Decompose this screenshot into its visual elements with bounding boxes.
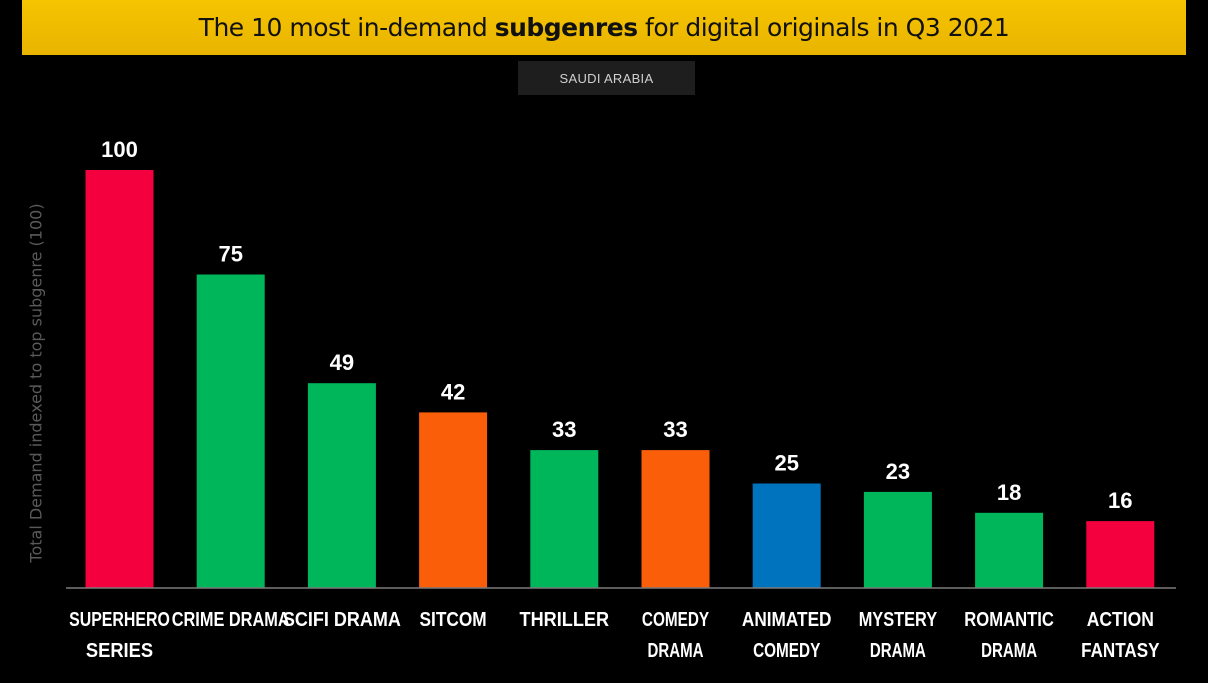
title-bar: The 10 most in-demand subgenres for digi… (22, 0, 1186, 55)
bar-value-label: 42 (441, 379, 465, 404)
title-bold-word: subgenres (494, 13, 638, 42)
category-label-line: THRILLER (520, 609, 610, 631)
category-label: COMEDY DRAMA (642, 609, 710, 662)
category-label-line: DRAMA (648, 640, 704, 662)
bar-value-label: 75 (218, 242, 242, 267)
title-prefix: The 10 most in-demand (198, 13, 495, 42)
bar-value-label: 100 (101, 137, 138, 162)
category-label-line: ANIMATED (742, 609, 832, 631)
category-label-line: DRAMA (870, 640, 926, 662)
category-label: THRILLER (520, 609, 610, 631)
bar-value-label: 23 (886, 459, 910, 484)
category-label-line: SERIES (86, 640, 153, 662)
bar-value-label: 16 (1108, 488, 1132, 513)
market-badge: SAUDI ARABIA (518, 61, 695, 95)
market-label: SAUDI ARABIA (559, 70, 654, 86)
category-label-line: MYSTERY (859, 609, 938, 631)
category-label: ROMANTIC DRAMA (964, 609, 1054, 662)
category-label: ANIMATED COMEDY (742, 609, 832, 662)
bar-value-label: 33 (663, 417, 687, 442)
bar-value-label: 18 (997, 480, 1021, 505)
category-label-line: COMEDY (642, 609, 710, 631)
category-label-line: SITCOM (420, 609, 487, 631)
bar-9 (1086, 521, 1155, 588)
labels-layer: 100 SUPERHERO SERIES 75 CRIME DRAMA 49 SCIFI D… (69, 137, 1160, 662)
category-label: MYSTERY DRAMA (859, 609, 938, 662)
category-label: SUPERHERO SERIES (69, 609, 170, 662)
title-suffix: for digital originals in Q3 2021 (637, 13, 1010, 42)
category-label-line: ROMANTIC (964, 609, 1054, 631)
category-label-line: ACTION (1087, 609, 1154, 631)
category-label: SITCOM (420, 609, 487, 631)
category-label-line: COMEDY (753, 640, 821, 662)
bar-7 (863, 491, 932, 588)
category-label: ACTION FANTASY (1081, 609, 1160, 662)
bar-value-label: 49 (330, 350, 354, 375)
bar-6 (752, 483, 821, 588)
bar-2 (307, 383, 376, 588)
bar-value-label: 25 (774, 451, 798, 476)
bar-value-label: 33 (552, 417, 576, 442)
category-label-line: DRAMA (981, 640, 1037, 662)
category-label-line: CRIME DRAMA (172, 609, 290, 631)
bar-0 (85, 170, 154, 588)
bar-1 (196, 274, 265, 588)
category-label: SCIFI DRAMA (283, 609, 401, 631)
bar-8 (975, 512, 1044, 588)
bar-3 (419, 412, 488, 588)
bar-4 (530, 450, 599, 588)
category-label: CRIME DRAMA (172, 609, 290, 631)
bars-layer (85, 170, 1155, 588)
category-label-line: SCIFI DRAMA (283, 609, 401, 631)
chart-title: The 10 most in-demand subgenres for digi… (199, 13, 1010, 42)
category-label-line: SUPERHERO (69, 609, 170, 631)
category-label-line: FANTASY (1081, 640, 1160, 662)
bar-5 (641, 450, 710, 588)
